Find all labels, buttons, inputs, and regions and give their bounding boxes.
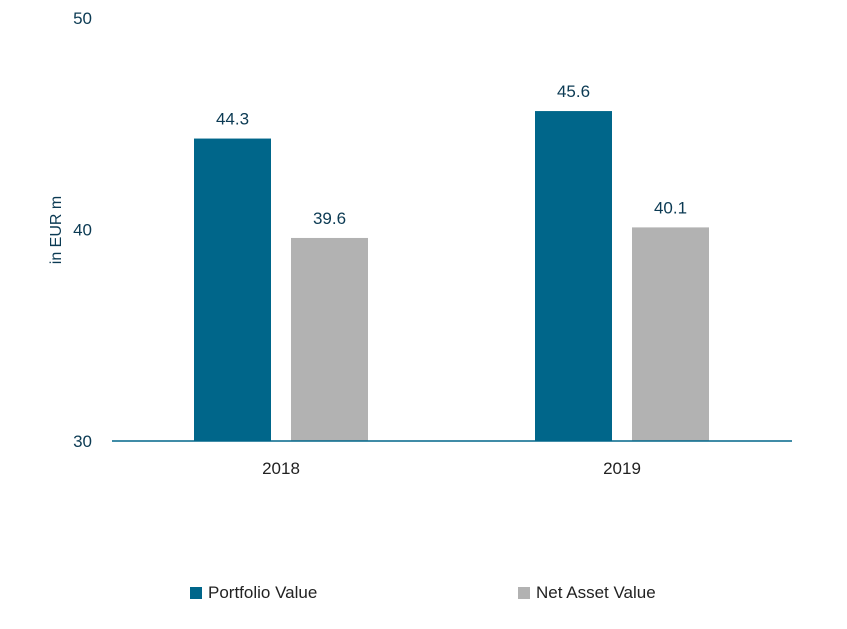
legend: Portfolio Value Net Asset Value [0,583,847,607]
y-tick-label: 30 [73,432,92,451]
bars: 44.3 39.6 45.6 40.1 [194,82,709,441]
bar-portfolio-value-2018 [194,138,271,441]
data-label: 39.6 [313,209,346,228]
legend-label-portfolio-value: Portfolio Value [208,583,318,602]
data-label: 40.1 [654,198,687,217]
bar-net-asset-value-2019 [632,227,709,441]
bar-net-asset-value-2018 [291,237,368,441]
x-axis-categories: 2018 2019 [262,459,641,478]
y-axis-label: in EUR m [48,196,65,264]
legend-item-net-asset-value: Net Asset Value [518,583,656,603]
bar-portfolio-value-2019 [535,111,612,441]
y-axis-ticks: 30 40 50 [73,9,92,451]
legend-swatch-net-asset-value [518,587,530,599]
data-label: 44.3 [216,110,249,129]
x-category-label: 2018 [262,459,300,478]
x-category-label: 2019 [603,459,641,478]
legend-item-portfolio-value: Portfolio Value [190,583,317,603]
legend-swatch-portfolio-value [190,587,202,599]
y-tick-label: 50 [73,9,92,28]
y-tick-label: 40 [73,221,92,240]
data-label: 45.6 [557,82,590,101]
legend-label-net-asset-value: Net Asset Value [536,583,656,602]
